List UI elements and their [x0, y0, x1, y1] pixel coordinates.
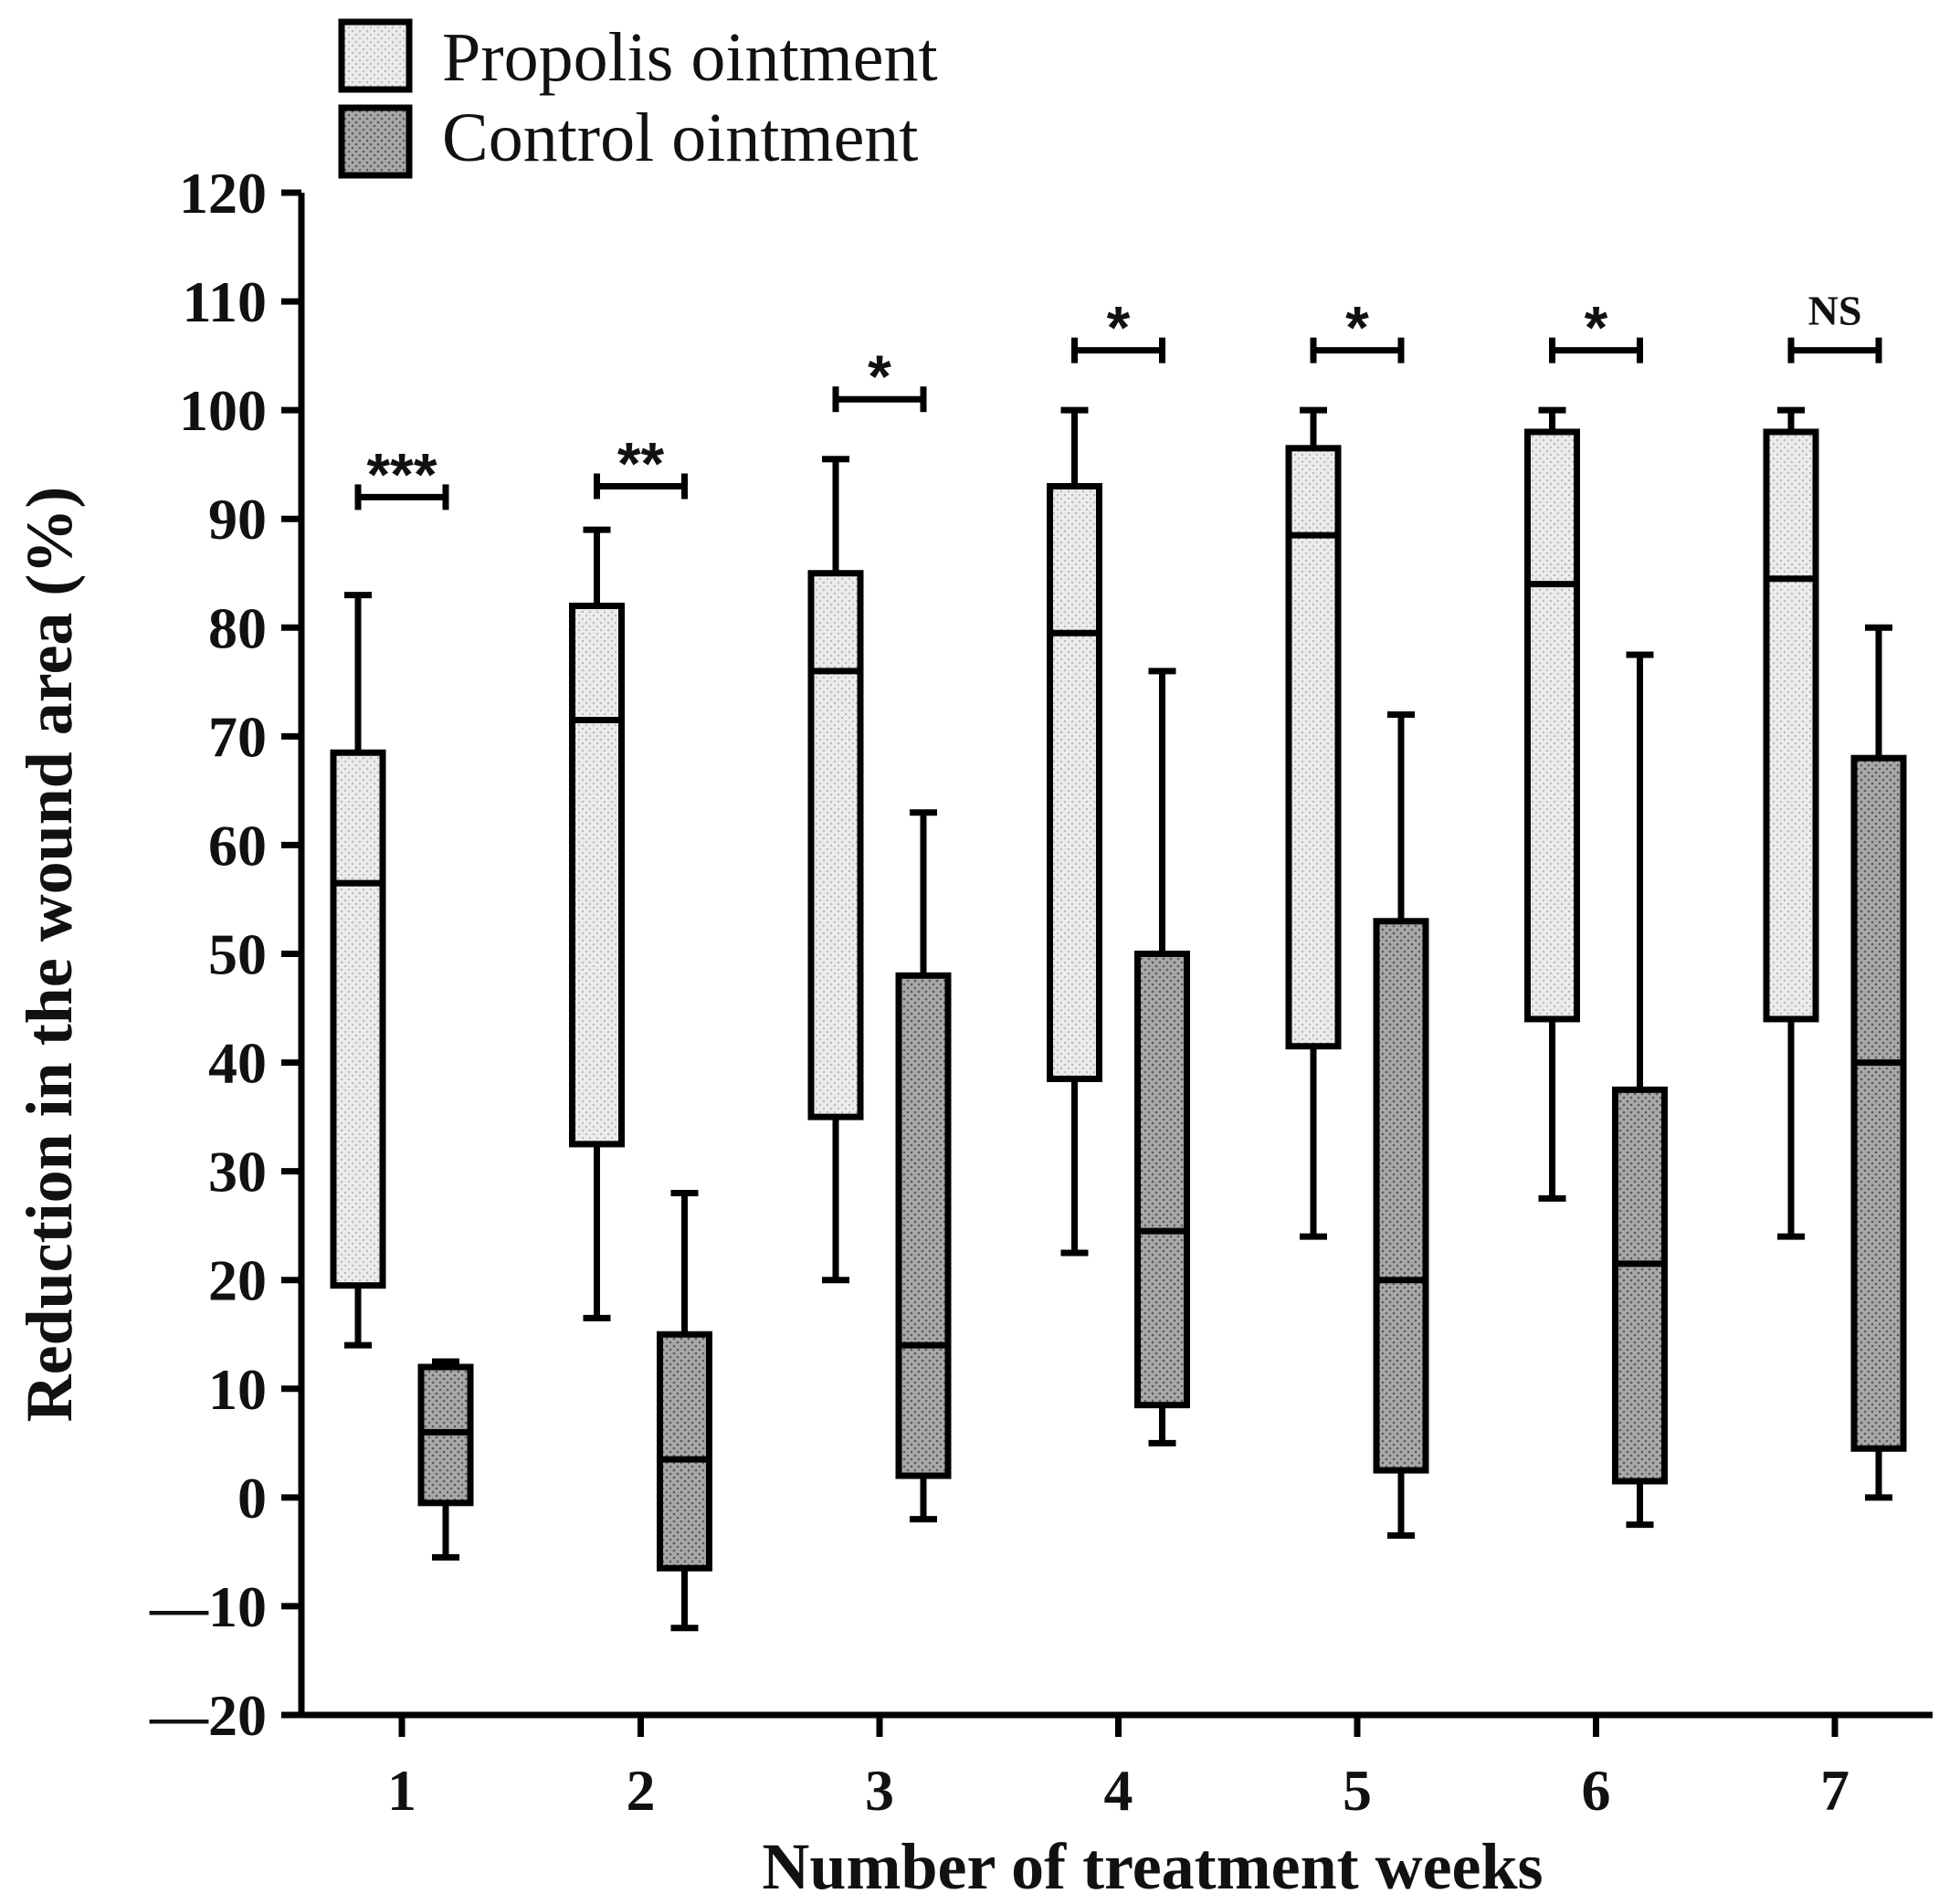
box-control-week-3	[895, 809, 952, 1523]
box-propolis-week-3	[807, 456, 864, 1284]
x-tick-label: 5	[1343, 1758, 1372, 1823]
y-axis-ticks: —20 —10 0 10 20 30 40 50 60 70 80 90 100 110 120	[149, 161, 301, 1748]
box-control-week-5	[1373, 711, 1429, 1540]
significance-label: *	[1345, 294, 1369, 362]
x-tick-label: 4	[1104, 1758, 1133, 1823]
box-propolis-week-1	[330, 592, 386, 1349]
box-propolis-week-6	[1524, 406, 1580, 1202]
legend-swatch-control	[338, 104, 413, 179]
significance-week-6: *	[1549, 294, 1643, 363]
y-tick-label: 80	[208, 595, 267, 660]
significance-label: NS	[1808, 288, 1862, 334]
x-tick-label: 1	[387, 1758, 416, 1823]
box-propolis-week-4	[1047, 406, 1102, 1257]
box-propolis-week-5	[1285, 406, 1342, 1240]
legend: Propolis ointment Control ointment	[338, 18, 938, 179]
box-iqr	[807, 570, 864, 1120]
box-series	[330, 406, 1907, 1632]
significance-label: *	[868, 342, 891, 410]
significance-week-3: *	[832, 342, 927, 413]
y-tick-label: 50	[208, 922, 267, 987]
box-iqr	[1763, 428, 1819, 1023]
y-tick-label: 30	[208, 1140, 267, 1204]
box-iqr	[330, 749, 386, 1289]
box-iqr	[1373, 918, 1429, 1474]
y-tick-label: 90	[208, 487, 267, 552]
box-control-week-2	[657, 1189, 712, 1632]
y-tick-label: 10	[208, 1357, 267, 1422]
y-tick-label: —20	[149, 1683, 267, 1748]
y-tick-label: 0	[237, 1466, 267, 1531]
significance-week-4: *	[1071, 294, 1165, 363]
significance-label: ***	[366, 440, 437, 508]
x-tick-label: 2	[627, 1758, 656, 1823]
box-propolis-week-7	[1763, 406, 1819, 1240]
box-iqr	[569, 602, 625, 1148]
x-tick-label: 7	[1820, 1758, 1849, 1823]
significance-markers: *** **** * * NS	[354, 288, 1882, 510]
box-control-week-4	[1134, 668, 1190, 1446]
y-tick-label: 120	[179, 161, 267, 226]
y-tick-label: 70	[208, 704, 267, 769]
significance-week-2: **	[594, 429, 688, 500]
legend-label-control: Control ointment	[442, 100, 918, 176]
box-control-week-6	[1612, 651, 1668, 1529]
box-iqr	[1134, 951, 1190, 1409]
significance-week-7: NS	[1787, 288, 1882, 363]
box-control-week-1	[417, 1358, 474, 1561]
x-axis-ticks: 1 2 3 4 5 6 7	[387, 1715, 1849, 1823]
y-axis-title: Reduction in the wound area (%)	[13, 487, 86, 1423]
box-iqr	[1047, 482, 1102, 1082]
significance-week-1: ***	[354, 440, 449, 510]
y-tick-label: 40	[208, 1031, 267, 1096]
legend-label-propolis: Propolis ointment	[442, 19, 938, 96]
box-iqr	[1850, 754, 1907, 1452]
significance-label: **	[617, 429, 665, 497]
box-control-week-7	[1850, 624, 1907, 1501]
x-axis-title: Number of treatment weeks	[762, 1830, 1543, 1903]
box-propolis-week-2	[569, 526, 625, 1321]
box-iqr	[1285, 445, 1342, 1050]
box-iqr	[657, 1331, 712, 1572]
y-tick-label: 100	[179, 378, 267, 443]
x-tick-label: 6	[1582, 1758, 1611, 1823]
x-tick-label: 3	[865, 1758, 894, 1823]
significance-label: *	[1107, 294, 1131, 362]
y-tick-label: 110	[183, 269, 267, 334]
significance-week-5: *	[1310, 294, 1405, 363]
y-tick-label: 60	[208, 813, 267, 878]
y-tick-label: 20	[208, 1248, 267, 1313]
box-iqr	[1524, 428, 1580, 1023]
legend-swatch-propolis	[338, 18, 413, 93]
significance-label: *	[1585, 294, 1608, 362]
box-iqr	[895, 972, 952, 1479]
y-tick-label: —10	[149, 1574, 267, 1639]
box-iqr	[1612, 1086, 1668, 1485]
